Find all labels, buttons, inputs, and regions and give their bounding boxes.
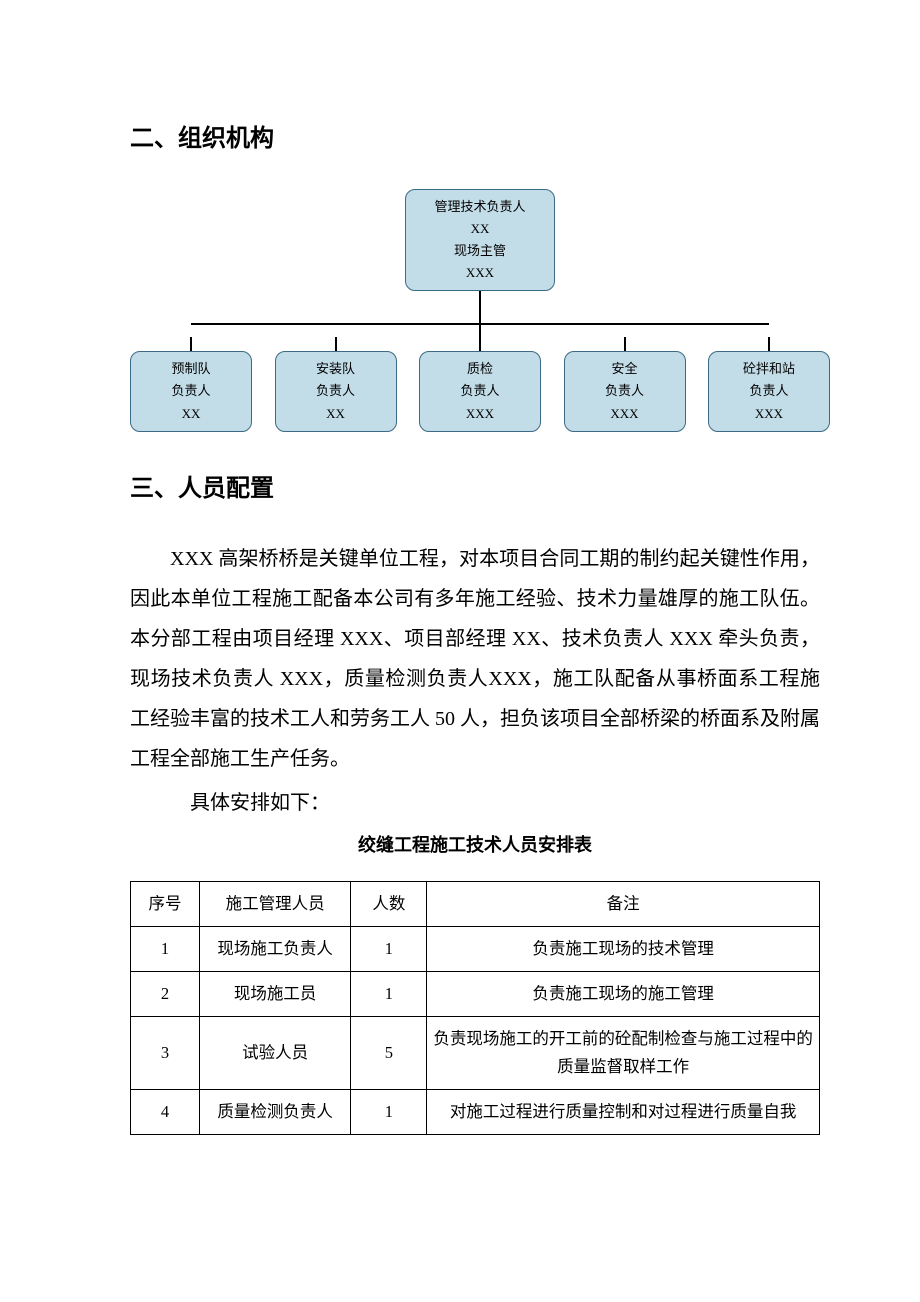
org-node-leaf: 砼拌和站负责人XXX (708, 351, 830, 431)
table-cell: 负责施工现场的施工管理 (427, 971, 820, 1016)
org-leaf-text: 负责人 (424, 380, 536, 402)
table-cell: 3 (131, 1016, 200, 1089)
table-cell: 试验人员 (199, 1016, 351, 1089)
table-cell: 负责现场施工的开工前的砼配制检查与施工过程中的质量监督取样工作 (427, 1016, 820, 1089)
table-cell: 1 (351, 971, 427, 1016)
org-node-leaf: 安全负责人XXX (564, 351, 686, 431)
org-chart: 管理技术负责人 XX 现场主管 XXX 预制队负责人XX安装队负责人XX质检负责… (130, 189, 830, 432)
org-leaf-text: XX (135, 403, 247, 425)
org-leaf-text: 安全 (569, 358, 681, 380)
org-leaf-stem (768, 337, 770, 351)
table-cell: 现场施工员 (199, 971, 351, 1016)
org-leaf-stem (479, 337, 481, 351)
org-leaf-text: XXX (424, 403, 536, 425)
org-top-line1: 管理技术负责人 (410, 196, 550, 218)
org-node-leaf: 质检负责人XXX (419, 351, 541, 431)
org-leaf-wrap: 安全负责人XXX (564, 337, 686, 431)
org-leaf-text: 负责人 (569, 380, 681, 402)
table-cell: 1 (131, 926, 200, 971)
org-top-line4: XXX (410, 262, 550, 284)
personnel-table: 序号施工管理人员人数备注 1现场施工负责人1负责施工现场的技术管理2现场施工员1… (130, 881, 820, 1135)
table-row: 4质量检测负责人1对施工过程进行质量控制和对过程进行质量自我 (131, 1089, 820, 1134)
table-body: 1现场施工负责人1负责施工现场的技术管理2现场施工员1负责施工现场的施工管理3试… (131, 926, 820, 1134)
org-leaf-stem (335, 337, 337, 351)
org-leaf-text: 负责人 (280, 380, 392, 402)
table-cell: 1 (351, 1089, 427, 1134)
org-connector-vertical (479, 291, 481, 337)
org-leaf-text: 砼拌和站 (713, 358, 825, 380)
table-cell: 4 (131, 1089, 200, 1134)
body-paragraph-1: XXX 高架桥桥是关键单位工程，对本项目合同工期的制约起关键性作用，因此本单位工… (130, 539, 820, 779)
org-top-line2: XX (410, 218, 550, 240)
table-header-row: 序号施工管理人员人数备注 (131, 881, 820, 926)
org-node-leaf: 安装队负责人XX (275, 351, 397, 431)
org-leaf-text: 负责人 (713, 380, 825, 402)
org-leaf-text: XXX (569, 403, 681, 425)
table-cell: 2 (131, 971, 200, 1016)
org-leaf-stem (624, 337, 626, 351)
org-leaf-text: 质检 (424, 358, 536, 380)
table-header-cell: 序号 (131, 881, 200, 926)
org-leaf-text: XX (280, 403, 392, 425)
table-title: 绞缝工程施工技术人员安排表 (130, 831, 820, 857)
org-top-line3: 现场主管 (410, 240, 550, 262)
org-leaf-wrap: 预制队负责人XX (130, 337, 252, 431)
heading-section3: 三、人员配置 (130, 468, 820, 503)
org-leaf-wrap: 安装队负责人XX (275, 337, 397, 431)
org-leaf-text: 负责人 (135, 380, 247, 402)
heading-section2: 二、组织机构 (130, 118, 820, 153)
body-paragraph-2: 具体安排如下： (130, 783, 820, 823)
org-leaf-row: 预制队负责人XX安装队负责人XX质检负责人XXX安全负责人XXX砼拌和站负责人X… (130, 337, 830, 431)
table-cell: 负责施工现场的技术管理 (427, 926, 820, 971)
table-header-cell: 人数 (351, 881, 427, 926)
table-cell: 现场施工负责人 (199, 926, 351, 971)
page: 二、组织机构 管理技术负责人 XX 现场主管 XXX 预制队负责人XX安装队负责… (0, 0, 920, 1215)
org-leaf-text: 安装队 (280, 358, 392, 380)
table-header-cell: 施工管理人员 (199, 881, 351, 926)
table-head: 序号施工管理人员人数备注 (131, 881, 820, 926)
org-connector-horizontal (191, 323, 769, 325)
table-row: 3试验人员5负责现场施工的开工前的砼配制检查与施工过程中的质量监督取样工作 (131, 1016, 820, 1089)
org-node-leaf: 预制队负责人XX (130, 351, 252, 431)
table-cell: 1 (351, 926, 427, 971)
org-leaf-stem (190, 337, 192, 351)
table-header-cell: 备注 (427, 881, 820, 926)
table-cell: 5 (351, 1016, 427, 1089)
org-top-row: 管理技术负责人 XX 现场主管 XXX (130, 189, 830, 291)
table-row: 1现场施工负责人1负责施工现场的技术管理 (131, 926, 820, 971)
table-cell: 对施工过程进行质量控制和对过程进行质量自我 (427, 1089, 820, 1134)
org-leaf-wrap: 砼拌和站负责人XXX (708, 337, 830, 431)
org-leaf-text: 预制队 (135, 358, 247, 380)
org-leaf-wrap: 质检负责人XXX (419, 337, 541, 431)
org-node-top: 管理技术负责人 XX 现场主管 XXX (405, 189, 555, 291)
table-cell: 质量检测负责人 (199, 1089, 351, 1134)
table-row: 2现场施工员1负责施工现场的施工管理 (131, 971, 820, 1016)
org-leaf-text: XXX (713, 403, 825, 425)
